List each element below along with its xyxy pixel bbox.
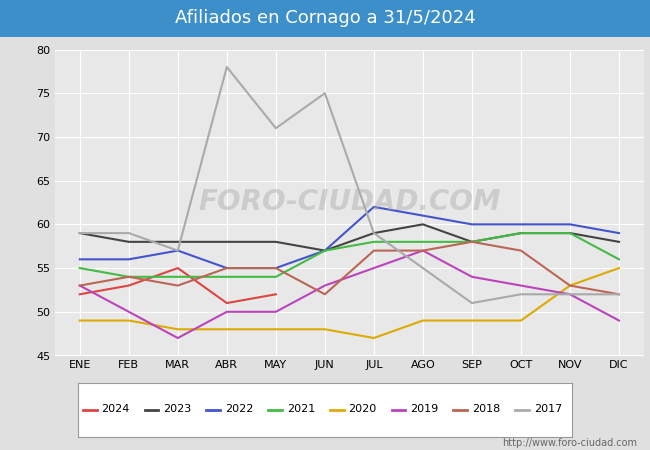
Text: 2018: 2018 [472, 405, 500, 414]
Text: FORO-CIUDAD.COM: FORO-CIUDAD.COM [198, 189, 500, 216]
Text: Afiliados en Cornago a 31/5/2024: Afiliados en Cornago a 31/5/2024 [175, 9, 475, 27]
Text: 2020: 2020 [348, 405, 377, 414]
Text: 2019: 2019 [410, 405, 439, 414]
Text: 2022: 2022 [225, 405, 254, 414]
Text: 2023: 2023 [163, 405, 192, 414]
Text: 2017: 2017 [534, 405, 562, 414]
Text: 2024: 2024 [101, 405, 130, 414]
Text: http://www.foro-ciudad.com: http://www.foro-ciudad.com [502, 438, 637, 448]
Text: 2021: 2021 [287, 405, 315, 414]
